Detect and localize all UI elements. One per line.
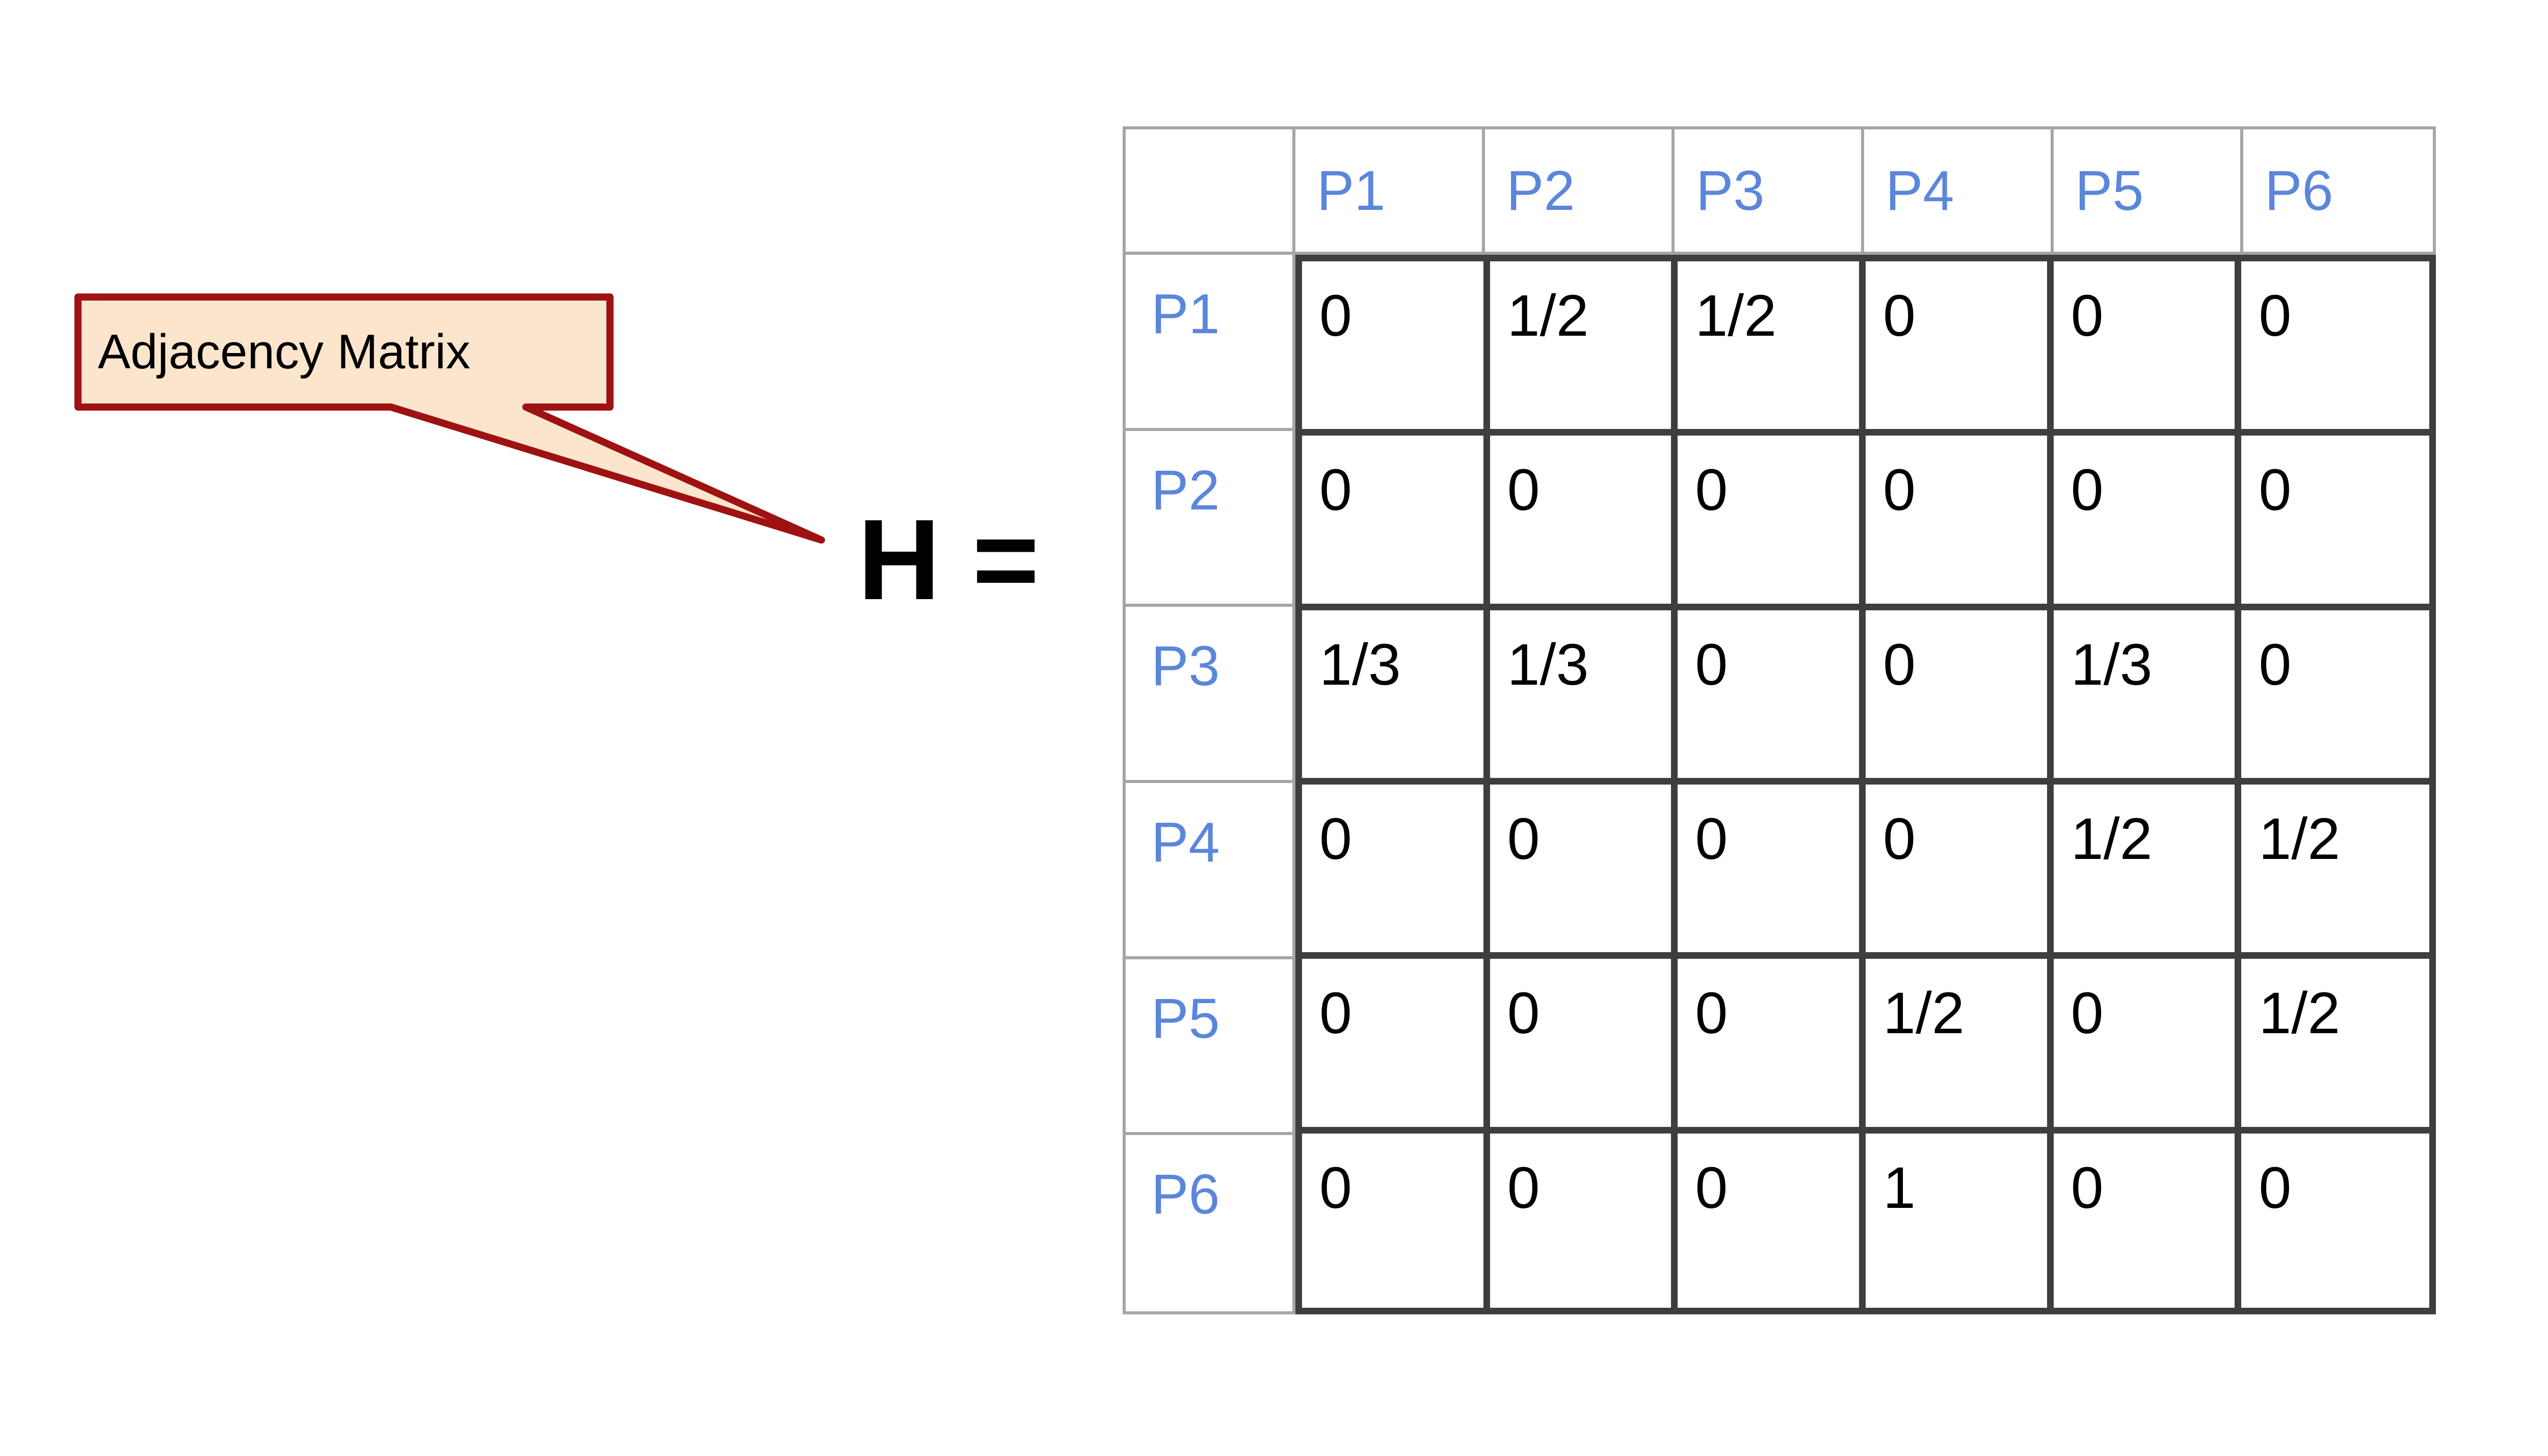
matrix-cell-r1c4: 0 xyxy=(1865,261,2054,436)
matrix-corner-cell xyxy=(1126,129,1295,255)
matrix-cell-r2c3: 0 xyxy=(1678,436,1866,610)
matrix-row-header-p5: P5 xyxy=(1126,959,1295,1136)
matrix-row-header-p2: P2 xyxy=(1126,430,1295,607)
matrix-cell-r3c1: 1/3 xyxy=(1302,610,1490,785)
matrix-cell-r3c3: 0 xyxy=(1678,610,1866,785)
matrix-cell-r5c6: 1/2 xyxy=(2241,959,2429,1134)
matrix-cell-r2c2: 0 xyxy=(1490,436,1678,610)
matrix-cell-r4c4: 0 xyxy=(1865,785,2054,959)
callout-label: Adjacency Matrix xyxy=(98,325,470,379)
matrix-cell-r5c2: 0 xyxy=(1490,959,1678,1134)
matrix-col-header-p3: P3 xyxy=(1675,129,1864,255)
matrix-cell-r1c2: 1/2 xyxy=(1490,261,1678,436)
matrix-row-header-p4: P4 xyxy=(1126,783,1295,959)
matrix-cell-r6c3: 0 xyxy=(1678,1133,1866,1308)
matrix-cell-r4c1: 0 xyxy=(1302,785,1490,959)
callout-bubble-with-pointer xyxy=(74,293,825,544)
matrix-cell-r3c5: 1/3 xyxy=(2053,610,2242,785)
matrix-cell-r2c5: 0 xyxy=(2053,436,2242,610)
matrix-cell-r4c2: 0 xyxy=(1490,785,1678,959)
matrix-cell-r5c1: 0 xyxy=(1302,959,1490,1134)
matrix-col-header-p1: P1 xyxy=(1295,129,1485,255)
matrix-cell-r2c4: 0 xyxy=(1865,436,2054,610)
matrix-cell-r3c2: 1/3 xyxy=(1490,610,1678,785)
matrix-row-header-p1: P1 xyxy=(1126,255,1295,431)
matrix-cell-r3c6: 0 xyxy=(2241,610,2429,785)
matrix-cell-r3c4: 0 xyxy=(1865,610,2054,785)
matrix-cell-r4c5: 1/2 xyxy=(2053,785,2242,959)
matrix-col-header-p6: P6 xyxy=(2243,129,2433,255)
matrix-cell-r1c1: 0 xyxy=(1302,261,1490,436)
matrix-cell-r4c6: 1/2 xyxy=(2241,785,2429,959)
matrix-cell-r6c2: 0 xyxy=(1490,1133,1678,1308)
matrix-cell-r6c5: 0 xyxy=(2053,1133,2242,1308)
matrix-cell-r5c5: 0 xyxy=(2053,959,2242,1134)
matrix-cell-r4c3: 0 xyxy=(1678,785,1866,959)
matrix-cell-r2c6: 0 xyxy=(2241,436,2429,610)
matrix-cell-r6c4: 1 xyxy=(1865,1133,2054,1308)
matrix-row-header-p6: P6 xyxy=(1126,1135,1295,1311)
matrix-cell-r2c1: 0 xyxy=(1302,436,1490,610)
equation-label: H = xyxy=(858,495,1040,624)
matrix-col-header-p2: P2 xyxy=(1485,129,1675,255)
matrix-cell-r1c3: 1/2 xyxy=(1678,261,1866,436)
matrix-cell-r1c6: 0 xyxy=(2241,261,2429,436)
matrix-cell-r5c4: 1/2 xyxy=(1865,959,2054,1134)
matrix-cell-r6c6: 0 xyxy=(2241,1133,2429,1308)
matrix-col-header-p4: P4 xyxy=(1864,129,2054,255)
matrix-col-header-p5: P5 xyxy=(2054,129,2243,255)
adjacency-matrix-table: P1 P2 P3 P4 P5 P6 P1 P2 P3 P4 P5 P6 0 1/2 1/2 0 0 0 0 0 0 0 0… xyxy=(1123,126,2436,1314)
matrix-cell-r6c1: 0 xyxy=(1302,1133,1490,1308)
matrix-cell-r5c3: 0 xyxy=(1678,959,1866,1134)
matrix-row-header-p3: P3 xyxy=(1126,607,1295,783)
matrix-data-grid: 0 1/2 1/2 0 0 0 0 0 0 0 0 0 1/3 1/3 0 0 1/3 0 0 0 0 0 1/2 1/2 0 0… xyxy=(1295,255,2436,1314)
matrix-cell-r1c5: 0 xyxy=(2053,261,2242,436)
